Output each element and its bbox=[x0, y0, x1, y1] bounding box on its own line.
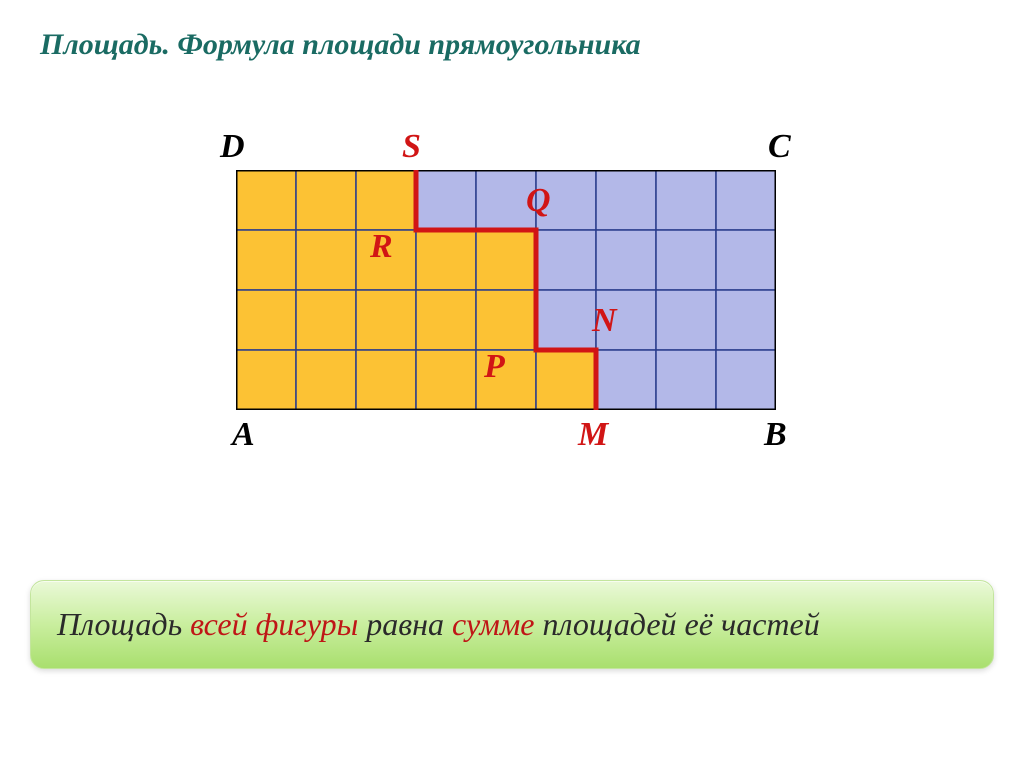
vertex-label-C: C bbox=[768, 128, 791, 166]
grid-svg bbox=[236, 170, 776, 410]
point-label-S: S bbox=[402, 128, 421, 166]
vertex-label-D: D bbox=[220, 128, 245, 166]
point-label-Q: Q bbox=[526, 182, 551, 220]
statement-part-1: всей фигуры bbox=[190, 606, 358, 642]
statement-part-3: сумме bbox=[452, 606, 534, 642]
point-label-N: N bbox=[592, 302, 617, 340]
vertex-label-B: B bbox=[764, 416, 787, 454]
page-title: Площадь. Формула площади прямоугольника bbox=[40, 28, 641, 62]
vertex-label-A: A bbox=[232, 416, 255, 454]
statement-part-2: равна bbox=[358, 606, 452, 642]
point-label-P: P bbox=[484, 348, 505, 386]
grid-diagram: DCABSQRNPM bbox=[236, 170, 776, 410]
statement-part-0: Площадь bbox=[57, 606, 190, 642]
point-label-R: R bbox=[370, 228, 393, 266]
statement-box: Площадь всей фигуры равна сумме площадей… bbox=[30, 580, 994, 669]
statement-part-4: площадей её частей bbox=[534, 606, 819, 642]
point-label-M: M bbox=[578, 416, 608, 454]
